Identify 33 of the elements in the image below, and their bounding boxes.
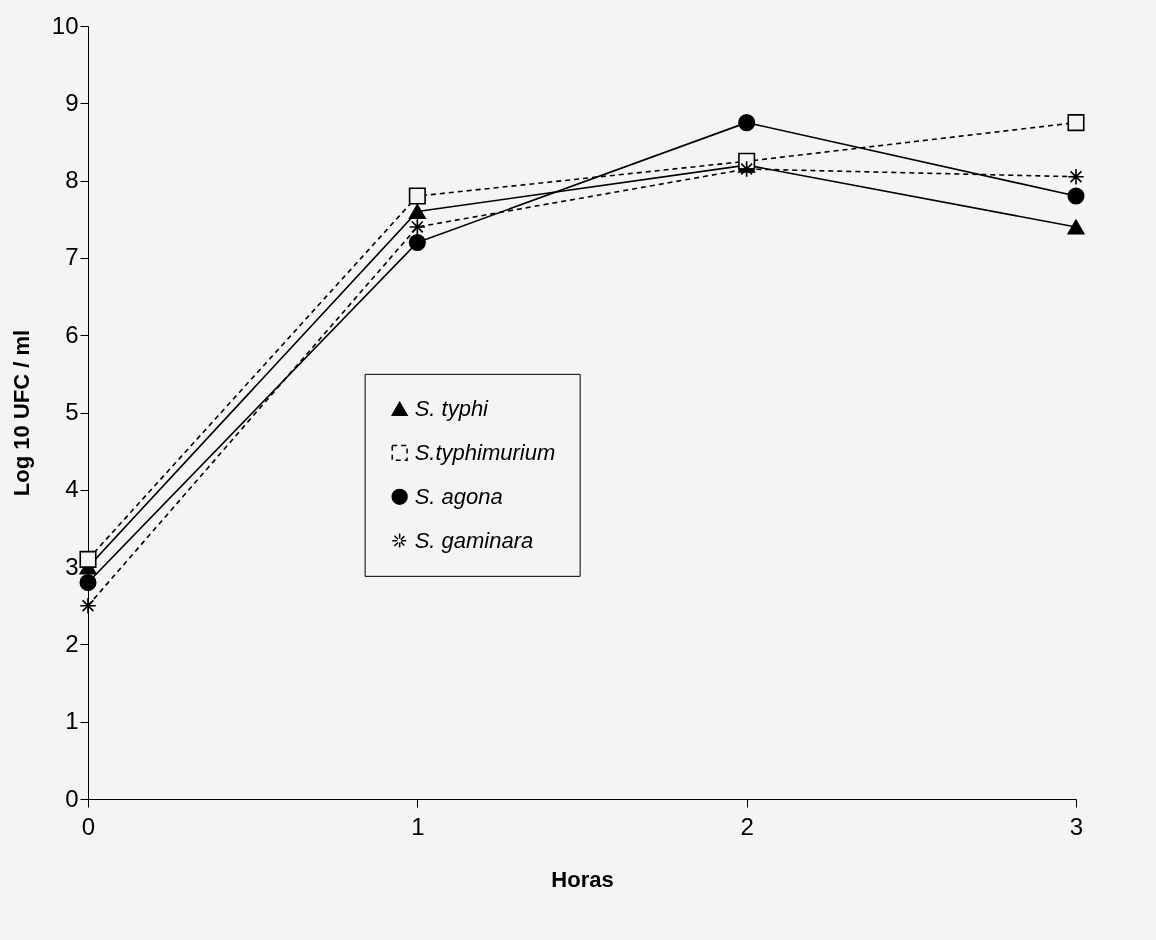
x-axis-title: Horas [551,866,614,892]
y-tick-label: 5 [65,398,79,425]
point [408,218,426,236]
point [1067,114,1085,132]
point [79,574,97,592]
point [408,204,426,220]
x-tick-label: 3 [1069,812,1084,840]
point [1067,168,1085,186]
y-tick-label: 4 [65,475,79,503]
legend-label: S. gaminara [414,527,534,553]
point [738,114,756,132]
y-tick-label: 7 [65,243,79,271]
y-tick-label: 3 [65,552,79,580]
y-tick-label: 6 [65,320,79,348]
legend-label: S. agona [414,483,503,509]
y-tick-label: 10 [51,11,79,39]
legend-label: S.typhimurium [414,439,556,465]
point [79,597,97,615]
x-tick-label: 1 [411,812,425,840]
y-axis-title: Log 10 UFC / ml [8,329,34,497]
y-tick-label: 0 [65,784,79,812]
point [79,550,97,568]
y-tick-label: 2 [65,629,79,657]
y-tick-label: 1 [65,707,79,735]
point [408,187,426,205]
legend-label: S. typhi [414,395,490,421]
point [408,233,426,251]
point [1067,219,1085,235]
x-tick-label: 2 [740,812,754,840]
y-tick-label: 9 [65,88,79,116]
y-tick-label: 8 [65,166,79,194]
point [738,160,756,178]
point [1067,187,1085,205]
